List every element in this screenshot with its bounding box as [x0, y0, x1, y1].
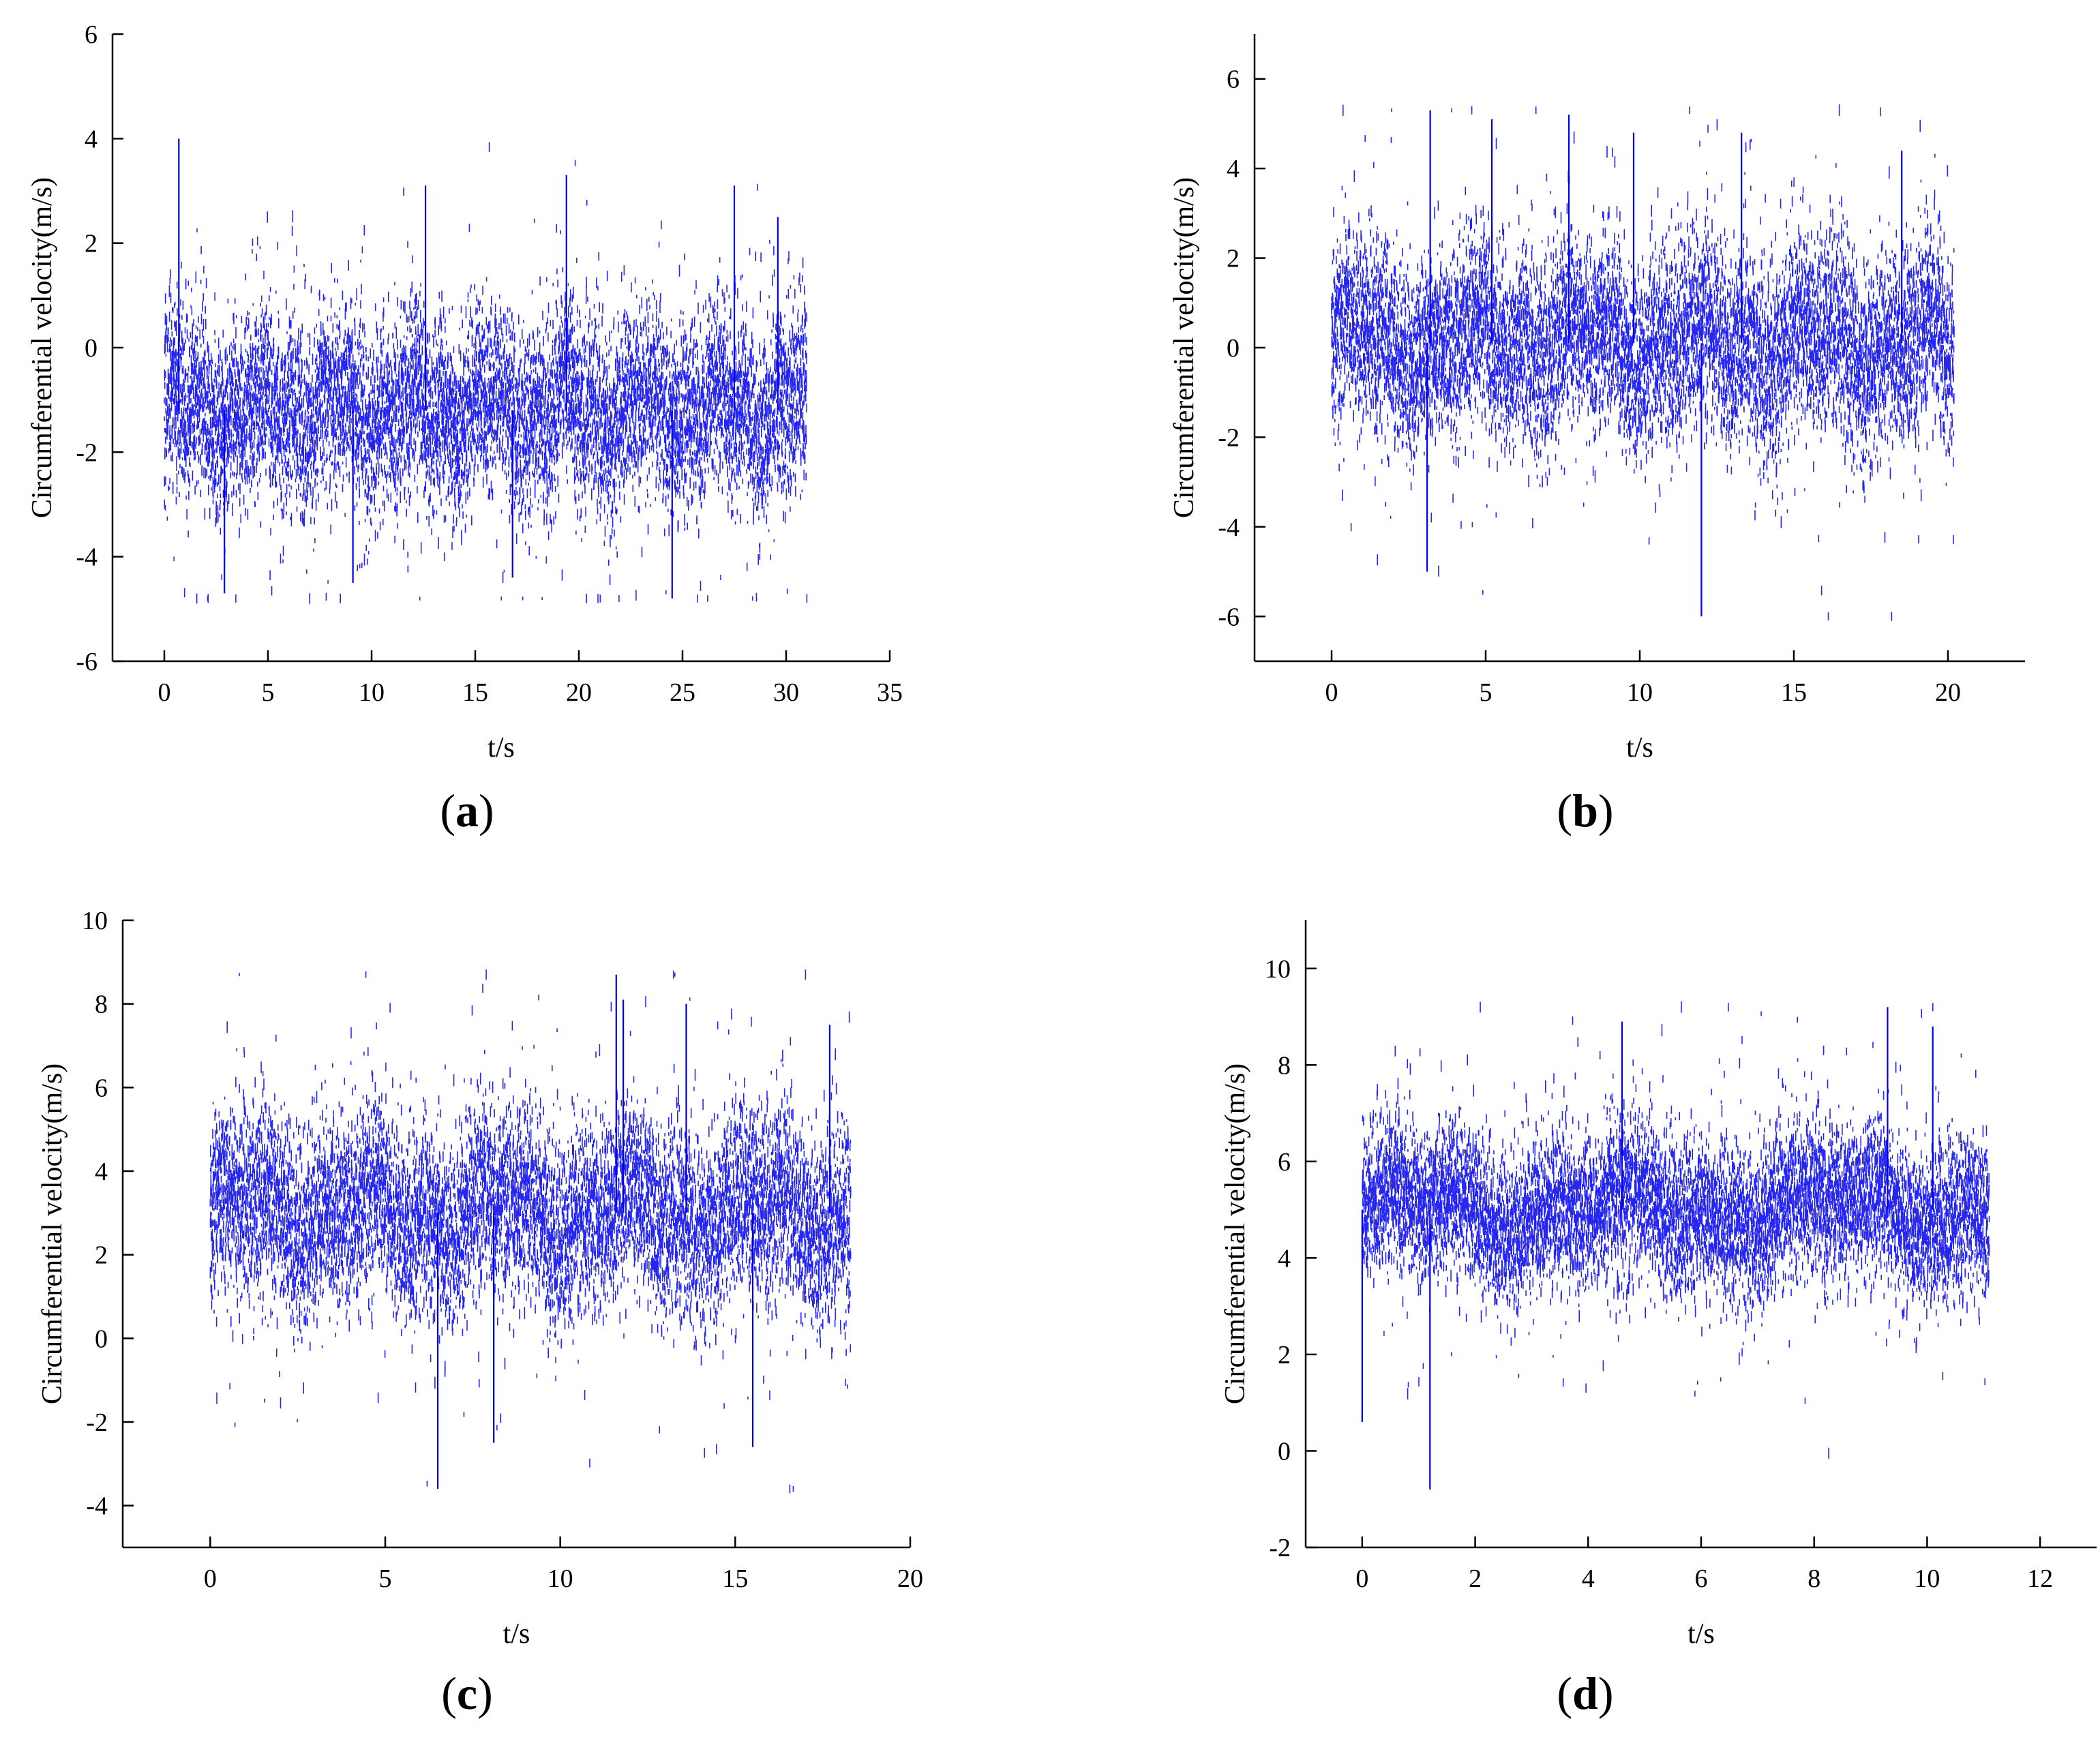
y-tick-label: 2 [85, 230, 97, 258]
x-tick-label: 10 [1914, 1564, 1940, 1593]
x-axis-label: t/s [503, 1618, 530, 1650]
x-tick-label: 5 [379, 1564, 392, 1593]
y-tick-label: 10 [1265, 955, 1291, 984]
y-tick-label: -6 [1218, 603, 1240, 631]
y-tick-label: 8 [1278, 1051, 1291, 1080]
series-points [164, 138, 808, 604]
x-tick-label: 20 [566, 678, 592, 707]
x-tick-label: 0 [158, 678, 171, 707]
x-tick-label: 10 [548, 1564, 573, 1593]
caption-a: (a) [440, 785, 494, 836]
y-tick-label: 4 [95, 1157, 108, 1186]
x-tick-label: 6 [1695, 1564, 1708, 1593]
x-tick-label: 15 [1781, 678, 1807, 707]
series-noise-cloud [164, 142, 808, 604]
y-tick-label: 6 [1227, 65, 1240, 94]
y-tick-label: 2 [1278, 1341, 1291, 1369]
x-tick-label: 5 [1480, 678, 1492, 707]
y-tick-label: 0 [1227, 334, 1240, 363]
x-tick-label: 5 [262, 678, 275, 707]
series-points [209, 969, 852, 1494]
y-tick-label: -2 [1218, 423, 1240, 452]
x-tick-label: 15 [462, 678, 488, 707]
x-axis-label: t/s [1687, 1618, 1715, 1650]
x-tick-label: 4 [1582, 1564, 1595, 1593]
chart-panel-d: 0 2 4 6 8 10 12 -2 0 2 4 6 8 10 t/s Circumferential vel… [1050, 886, 2100, 1663]
series-noise-cloud [1362, 1001, 1990, 1459]
x-tick-label: 35 [877, 678, 903, 707]
x-tick-label: 12 [2027, 1564, 2053, 1593]
x-tick-label: 8 [1807, 1564, 1820, 1593]
axes: 0 5 10 15 20 -4 -2 0 2 4 6 8 10 t/s Circumferential ve… [37, 907, 923, 1650]
chart-panel-a: 0 5 10 15 20 25 30 35 -6 -4 -2 0 2 4 6 t/s Circumferenti… [0, 0, 1050, 804]
x-tick-label: 0 [1325, 678, 1338, 707]
x-tick-label: 20 [1935, 678, 1961, 707]
x-tick-label: 2 [1469, 1564, 1482, 1593]
y-tick-label: 6 [95, 1074, 108, 1102]
x-tick-label: 15 [722, 1564, 748, 1593]
y-tick-label: 0 [95, 1324, 108, 1353]
y-tick-label: 2 [95, 1241, 108, 1270]
y-tick-label: 6 [85, 20, 97, 49]
chart-d-svg: 0 2 4 6 8 10 12 -2 0 2 4 6 8 10 t/s Circumferential vel… [1220, 920, 2097, 1650]
chart-panel-b: 0 5 10 15 20 -6 -4 -2 0 2 4 6 t/s Circumferential vel… [1050, 0, 2100, 804]
y-tick-label: -4 [76, 543, 97, 572]
y-axis-label: Circumferential velocity(m/s) [27, 177, 58, 518]
chart-panel-c: 0 5 10 15 20 -4 -2 0 2 4 6 8 10 t/s Circumferential ve… [0, 886, 1050, 1663]
y-tick-label: -2 [86, 1408, 108, 1437]
axes: 0 5 10 15 20 -6 -4 -2 0 2 4 6 t/s Circumferential vel… [1169, 34, 2025, 763]
y-tick-label: 10 [82, 907, 108, 935]
y-axis-label: Circumferential velocity(m/s) [37, 1063, 68, 1404]
x-tick-label: 30 [773, 678, 799, 707]
x-tick-label: 0 [1355, 1564, 1368, 1593]
x-tick-label: 10 [359, 678, 385, 707]
x-tick-label: 0 [204, 1564, 217, 1593]
y-tick-label: -6 [76, 648, 97, 676]
series-noise-cloud [209, 969, 852, 1494]
chart-b-svg: 0 5 10 15 20 -6 -4 -2 0 2 4 6 t/s Circumferential vel… [1169, 34, 2025, 763]
caption-d: (d) [1557, 1667, 1614, 1719]
y-tick-label: 4 [1278, 1244, 1291, 1273]
axes: 0 5 10 15 20 25 30 35 -6 -4 -2 0 2 4 6 t/s Circumferenti… [27, 20, 903, 763]
series-points [1361, 1001, 1990, 1490]
caption-b: (b) [1557, 785, 1614, 836]
y-tick-label: 4 [1227, 155, 1240, 183]
x-axis-label: t/s [1626, 732, 1653, 763]
x-tick-label: 10 [1627, 678, 1653, 707]
y-tick-label: 0 [1278, 1437, 1291, 1466]
y-tick-label: 4 [85, 125, 97, 153]
x-tick-label: 25 [670, 678, 695, 707]
caption-c: (c) [441, 1667, 493, 1719]
series-points [1331, 104, 1955, 621]
y-tick-label: 6 [1278, 1148, 1291, 1177]
series-noise-cloud [1331, 104, 1955, 621]
y-tick-label: -4 [1218, 513, 1240, 542]
y-tick-label: 2 [1227, 245, 1240, 273]
chart-c-svg: 0 5 10 15 20 -4 -2 0 2 4 6 8 10 t/s Circumferential ve… [37, 907, 923, 1650]
chart-a-svg: 0 5 10 15 20 25 30 35 -6 -4 -2 0 2 4 6 t/s Circumferenti… [27, 20, 903, 763]
axes: 0 2 4 6 8 10 12 -2 0 2 4 6 8 10 t/s Circumferential vel… [1220, 920, 2097, 1650]
x-tick-label: 20 [897, 1564, 923, 1593]
y-tick-label: -4 [86, 1492, 108, 1521]
x-axis-label: t/s [487, 732, 515, 763]
y-tick-label: 8 [95, 990, 108, 1019]
y-tick-label: -2 [76, 438, 97, 467]
y-axis-label: Circumferential velocity(m/s) [1169, 177, 1200, 518]
y-tick-label: 0 [85, 334, 97, 363]
y-axis-label: Circumferential velocity(m/s) [1220, 1063, 1251, 1404]
y-tick-label: -2 [1269, 1534, 1291, 1562]
